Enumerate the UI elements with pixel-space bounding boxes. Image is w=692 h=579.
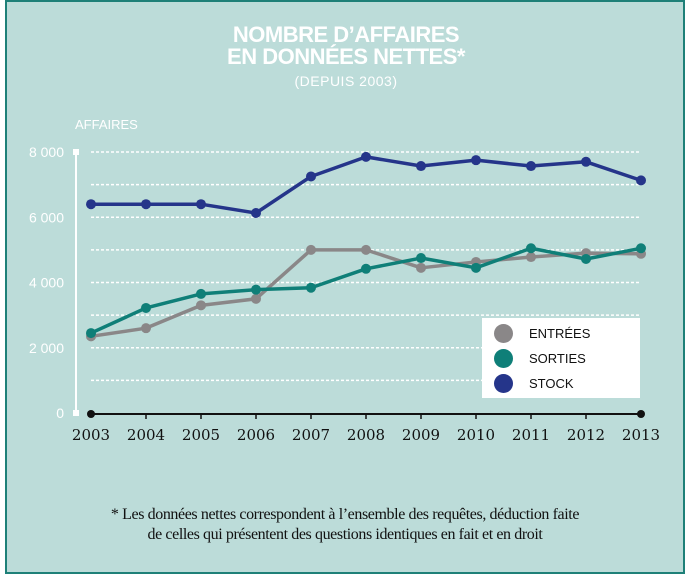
legend-swatch-stock (494, 373, 513, 393)
data-point-entrees (251, 293, 261, 304)
y-tick-label: 4 000 (29, 275, 64, 291)
legend-item-entrees: ENTRÉES (494, 322, 590, 344)
series-stock (86, 151, 646, 219)
x-tick-label: 2011 (512, 426, 550, 444)
x-axis-cap-right (637, 410, 645, 418)
data-point-stock (141, 199, 151, 210)
data-point-sorties (471, 262, 481, 273)
footnote-line1: * Les données nettes correspondent à l’e… (110, 506, 580, 523)
data-point-sorties (196, 288, 206, 299)
y-tick-label: 6 000 (29, 209, 64, 225)
data-point-stock (251, 208, 261, 219)
legend-label-sorties: SORTIES (529, 350, 586, 366)
data-point-stock (196, 199, 206, 210)
data-point-entrees (141, 323, 151, 334)
data-point-entrees (416, 262, 426, 273)
data-point-stock (471, 155, 481, 166)
data-point-stock (86, 199, 96, 210)
data-point-stock (416, 161, 426, 172)
legend-swatch-entrees (494, 323, 513, 343)
legend-label-stock: STOCK (529, 375, 574, 391)
data-point-sorties (86, 328, 96, 339)
y-axis: 0 2 000 4 000 6 000 8 000 (29, 144, 79, 421)
data-point-entrees (361, 244, 371, 255)
y-tick-label: 2 000 (29, 340, 64, 356)
x-tick-label: 2004 (127, 426, 165, 444)
data-point-sorties (526, 243, 536, 254)
x-axis: 2003 2004 2005 2006 2007 2008 2009 2010 2011 2012… (72, 410, 660, 444)
data-point-sorties (361, 263, 371, 274)
series-group (86, 151, 646, 342)
x-tick-label: 2009 (402, 426, 440, 444)
data-point-entrees (306, 244, 316, 255)
footnote: * Les données nettes correspondent à l’e… (30, 505, 660, 545)
y-axis-label: AFFAIRES (75, 117, 138, 132)
y-axis-cap-bottom (73, 410, 79, 416)
y-tick-label: 0 (56, 405, 64, 421)
data-point-stock (526, 161, 536, 172)
x-tick-label: 2005 (182, 426, 220, 444)
y-tick-label: 8 000 (29, 144, 64, 160)
chart-frame (5, 0, 685, 574)
x-tick-label: 2007 (292, 426, 330, 444)
legend-item-sorties: SORTIES (494, 347, 586, 369)
data-point-entrees (196, 300, 206, 311)
y-axis-cap-top (73, 149, 79, 155)
data-point-sorties (251, 284, 261, 295)
x-axis-cap-left (87, 410, 95, 418)
legend: ENTRÉES SORTIES STOCK (482, 318, 640, 398)
chart-subtitle: (DEPUIS 2003) (294, 73, 398, 89)
data-point-stock (361, 151, 371, 162)
legend-item-stock: STOCK (494, 372, 574, 394)
x-tick-label: 2010 (457, 426, 495, 444)
data-point-sorties (306, 282, 316, 293)
data-point-sorties (416, 253, 426, 264)
data-point-stock (306, 171, 316, 182)
series-sorties (86, 243, 646, 339)
x-tick-label: 2003 (72, 426, 110, 444)
data-point-sorties (636, 243, 646, 254)
x-tick-label: 2006 (237, 426, 275, 444)
legend-swatch-sorties (494, 348, 513, 368)
data-point-stock (636, 175, 646, 186)
data-point-sorties (141, 302, 151, 313)
series-entrees (86, 244, 646, 342)
x-tick-label: 2008 (347, 426, 385, 444)
data-point-entrees (526, 252, 536, 263)
chart-title-line1: NOMBRE D’AFFAIRES (232, 22, 460, 47)
footnote-line2: de celles qui présentent des questions i… (147, 526, 543, 543)
x-tick-label: 2013 (622, 426, 660, 444)
data-point-sorties (581, 254, 591, 265)
x-tick-label: 2012 (567, 426, 605, 444)
data-point-stock (581, 156, 591, 167)
chart-title-line2: EN DONNÉES NETTES* (227, 44, 465, 69)
legend-label-entrees: ENTRÉES (529, 325, 591, 341)
